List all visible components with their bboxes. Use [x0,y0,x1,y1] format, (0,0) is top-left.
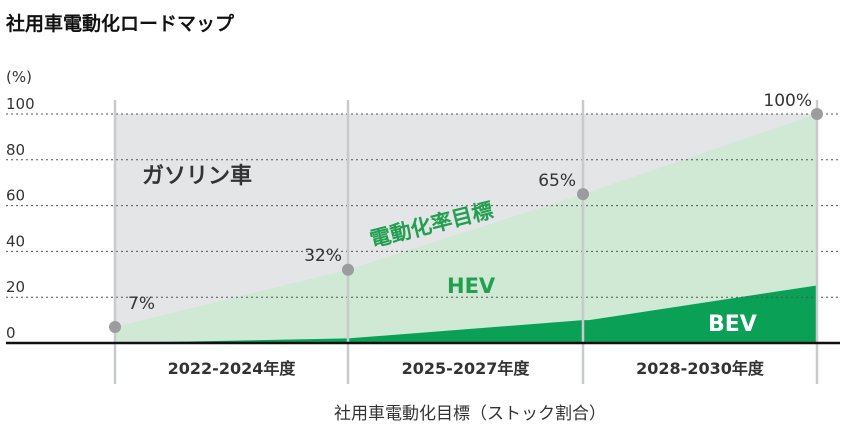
target-point [109,320,121,333]
period-label: 2022-2024年度 [168,359,297,378]
y-tick-label: 40 [6,232,25,250]
bev-area [115,285,817,343]
hev-area [115,114,817,343]
target-point-label: 32% [304,246,342,266]
gasoline-label: ガソリン車 [142,164,252,189]
bev-label: BEV [708,312,757,337]
target-point-label: 7% [128,294,155,314]
y-tick-label: 60 [6,187,25,205]
x-axis-label: 社用車電動化目標（ストック割合） [334,404,606,424]
period-dividers [113,100,819,384]
period-labels: 2022-2024年度 2025-2027年度 2028-2030年度 [168,359,765,378]
target-point-label: 100% [763,91,812,111]
y-tick-label: 80 [6,141,25,159]
y-tick-label: 20 [6,278,25,296]
target-point [811,108,823,120]
period-label: 2025-2027年度 [402,359,531,378]
period-label: 2028-2030年度 [636,359,765,378]
target-point-label: 65% [538,171,576,191]
chart-title: 社用車電動化ロードマップ [5,12,235,35]
target-point [577,188,589,201]
gridlines [6,113,840,298]
target-point [342,263,354,276]
y-tick-label: 0 [6,324,16,342]
y-tick-label: 100 [6,95,35,113]
areas [115,114,817,343]
target-points: 7% 32% 65% 100% [109,91,823,333]
y-tick-labels: 0 20 40 60 80 100 [6,95,35,342]
y-unit-label: (%) [6,68,32,86]
hev-label: HEV [447,274,496,298]
